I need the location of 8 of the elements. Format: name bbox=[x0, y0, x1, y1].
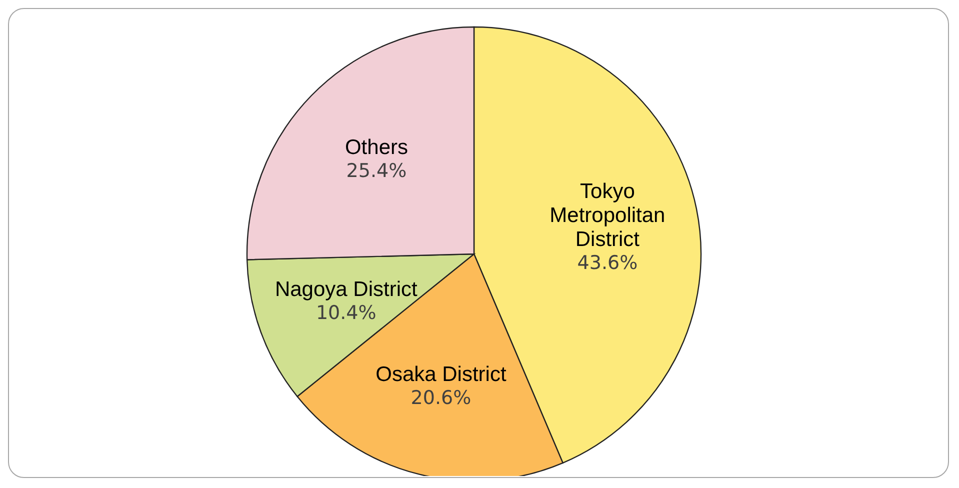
slice-label: Tokyo Metropolitan District bbox=[550, 179, 666, 250]
data-label: 25.4% bbox=[346, 160, 407, 182]
slice-label: Others bbox=[344, 135, 408, 158]
slice-label: Osaka District bbox=[376, 362, 506, 386]
slice-label: Nagoya District bbox=[274, 277, 418, 300]
data-label: 43.6% bbox=[577, 252, 638, 274]
data-label: 10.4% bbox=[316, 302, 376, 324]
data-label: 20.6% bbox=[410, 387, 472, 410]
